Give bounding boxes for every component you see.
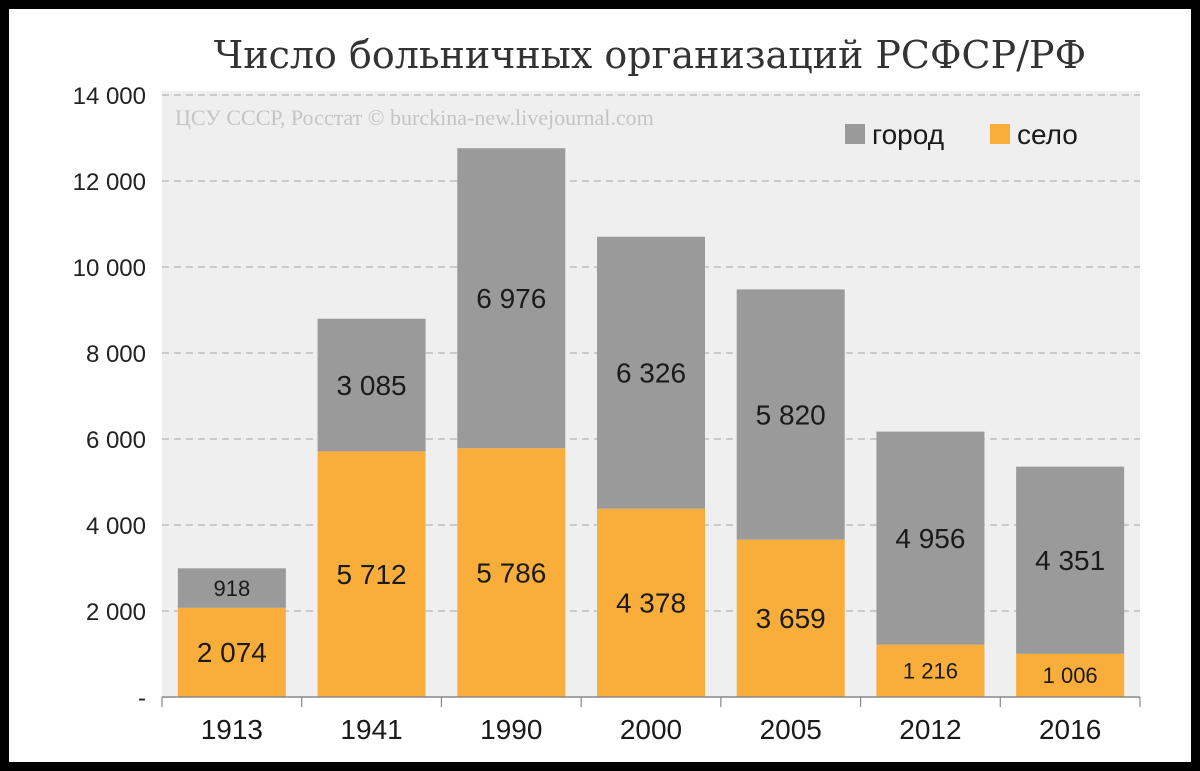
x-tick-label: 1990 <box>480 714 542 745</box>
bar-gorod <box>1016 466 1125 654</box>
bar-selo <box>457 448 566 697</box>
data-label: 4 351 <box>1035 545 1105 576</box>
x-tick-label: 2000 <box>620 714 682 745</box>
bar-gorod <box>876 431 985 645</box>
bar-selo <box>876 644 985 697</box>
y-tick-label: 4 000 <box>86 513 146 540</box>
chart-title: Число больничных организаций РСФСР/РФ <box>214 33 1086 77</box>
y-tick-label: 10 000 <box>73 255 146 282</box>
x-tick-label: 2012 <box>899 714 961 745</box>
x-tick-label: 1941 <box>340 714 402 745</box>
y-tick-label: - <box>138 685 146 712</box>
bar-selo <box>1016 653 1125 697</box>
data-label: 5 712 <box>337 559 407 590</box>
bar-selo <box>177 607 286 697</box>
legend-label: город <box>872 119 944 150</box>
x-tick-label: 2005 <box>760 714 822 745</box>
data-label: 2 074 <box>197 637 267 668</box>
data-label: 1 006 <box>1043 663 1098 688</box>
data-label: 4 378 <box>616 588 686 619</box>
bar-gorod <box>457 148 566 449</box>
data-label: 5 786 <box>476 557 546 588</box>
data-label: 4 956 <box>895 523 965 554</box>
legend-label: село <box>1017 119 1078 150</box>
y-tick-label: 8 000 <box>86 341 146 368</box>
legend-swatch-gorod <box>845 124 865 144</box>
y-tick-label: 6 000 <box>86 427 146 454</box>
data-label: 5 820 <box>756 399 826 430</box>
data-label: 918 <box>213 576 250 601</box>
bar-gorod <box>317 318 426 452</box>
bar-selo <box>597 508 705 697</box>
y-tick-label: 14 000 <box>73 83 146 110</box>
bar-selo <box>736 539 845 697</box>
bar-gorod <box>597 236 705 509</box>
data-label: 6 326 <box>616 358 686 389</box>
y-tick-label: 2 000 <box>86 599 146 626</box>
legend-swatch-selo <box>990 124 1010 144</box>
data-label: 6 976 <box>476 283 546 314</box>
x-tick-label: 2016 <box>1039 714 1101 745</box>
data-label: 3 659 <box>756 603 826 634</box>
x-tick-label: 1913 <box>201 714 263 745</box>
bar-gorod <box>177 568 286 608</box>
y-tick-label: 12 000 <box>73 169 146 196</box>
data-label: 1 216 <box>903 659 958 684</box>
bar-gorod <box>736 289 845 540</box>
data-label: 3 085 <box>337 370 407 401</box>
watermark-text: ЦСУ СССР, Росстат © burckina-new.livejou… <box>175 105 654 130</box>
bar-selo <box>317 451 426 697</box>
